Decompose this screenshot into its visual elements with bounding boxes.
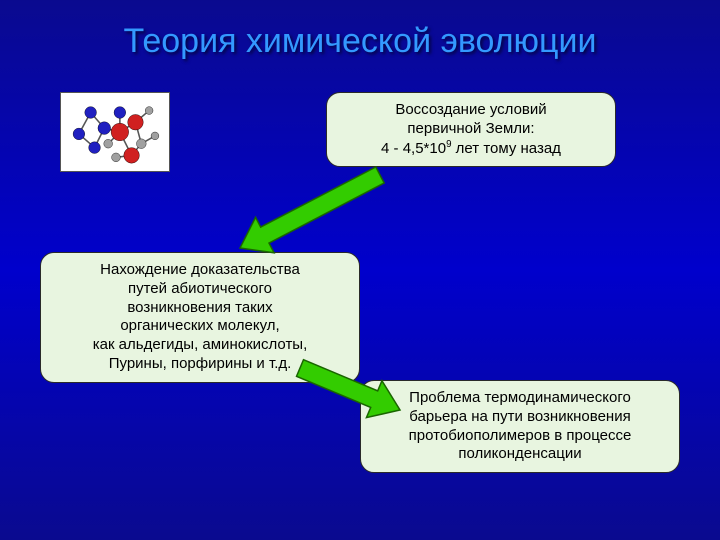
text-span: лет тому назад <box>452 140 561 157</box>
molecule-svg <box>61 93 169 171</box>
text-line: Пурины, порфирины и т.д. <box>53 355 347 374</box>
text-line: поликонденсации <box>373 445 667 464</box>
text-line: возникновения таких <box>53 299 347 318</box>
text-line: Воссоздание условий <box>339 101 603 120</box>
text-line: барьера на пути возникновения <box>373 408 667 427</box>
text-line: 4 - 4,5*109 лет тому назад <box>339 139 603 159</box>
box-conditions: Воссоздание условий первичной Земли: 4 -… <box>326 92 616 167</box>
molecule-image <box>60 92 170 172</box>
text-line: органических молекул, <box>53 317 347 336</box>
slide-title: Теория химической эволюции <box>0 22 720 61</box>
box-evidence: Нахождение доказательства путей абиотиче… <box>40 252 360 383</box>
text-line: Нахождение доказательства <box>53 261 347 280</box>
box-thermodynamic: Проблема термодинамического барьера на п… <box>360 380 680 473</box>
text-line: Проблема термодинамического <box>373 389 667 408</box>
text-line: протобиополимеров в процессе <box>373 427 667 446</box>
text-span: 4 - 4,5*10 <box>381 140 446 157</box>
text-line: как альдегиды, аминокислоты, <box>53 336 347 355</box>
text-line: первичной Земли: <box>339 120 603 139</box>
text-line: путей абиотического <box>53 280 347 299</box>
